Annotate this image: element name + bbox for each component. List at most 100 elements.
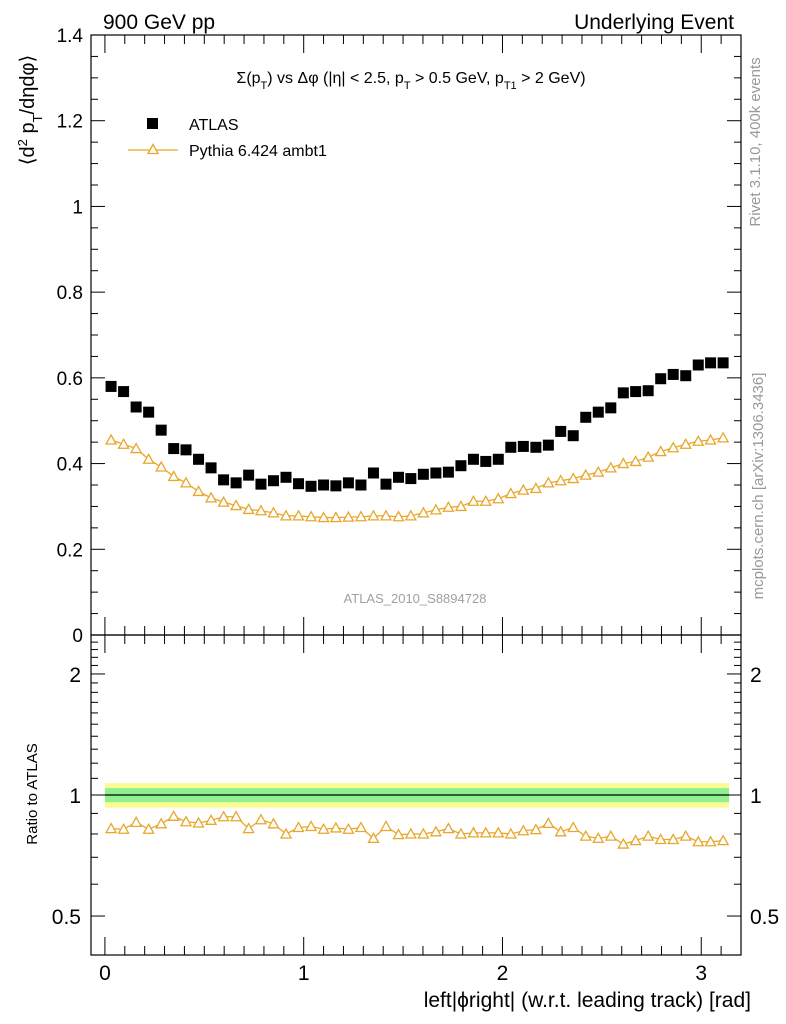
ratio-pythia-point [442, 822, 455, 834]
pythia-point [104, 433, 118, 445]
ratio-pythia-point [104, 822, 118, 834]
pythia-point [629, 455, 642, 467]
atlas-point [380, 478, 392, 490]
atlas-point [705, 357, 717, 369]
pythia-point [704, 433, 717, 445]
pythia-point [254, 504, 268, 516]
pythia-point [567, 472, 580, 484]
ratio-pythia-point [617, 837, 630, 849]
pythia-point [654, 445, 667, 457]
ratio-pythia-point [342, 822, 355, 834]
ratio-pythia-point [479, 826, 492, 838]
ratio-pythia-point [192, 816, 205, 828]
y-tick-label: 0.4 [57, 455, 84, 476]
atlas-point [230, 477, 242, 489]
atlas-point [255, 478, 267, 490]
ratio-pythia-point [529, 823, 542, 835]
atlas-point [417, 468, 429, 480]
pythia-point [429, 503, 442, 515]
atlas-point [592, 406, 604, 418]
ratio-pythia-point [404, 827, 417, 839]
ratio-pythia-point [692, 835, 705, 847]
atlas-point [492, 453, 504, 465]
atlas-point [467, 453, 479, 465]
ratio-pythia-point [717, 834, 730, 846]
pythia-point [642, 450, 655, 462]
atlas-point [118, 386, 130, 398]
ratio-pythia-point [467, 826, 480, 838]
atlas-point [393, 471, 405, 483]
pythia-point [392, 510, 405, 522]
legend-atlas-label: ATLAS [189, 117, 239, 134]
atlas-point [318, 479, 330, 491]
pythia-point [217, 495, 230, 507]
ratio-y-tick-label-right: 1 [750, 785, 762, 808]
pythia-point [617, 457, 630, 469]
pythia-point [492, 492, 505, 504]
atlas-point [617, 387, 629, 399]
pythia-point [404, 509, 417, 521]
ratio-pythia-point [517, 824, 530, 836]
atlas-point [530, 441, 542, 453]
atlas-point [367, 467, 379, 479]
atlas-point [567, 430, 579, 442]
ratio-pythia-point [642, 829, 655, 841]
ratio-pythia-point [504, 827, 517, 839]
pythia-point [454, 500, 468, 512]
ratio-pythia-point [179, 815, 193, 827]
y-tick-label: 0.8 [57, 283, 83, 304]
pythia-point [667, 441, 680, 453]
ratio-pythia-point [454, 827, 468, 839]
main-y-label: ⟨d2 pT/dηdφ⟩ [15, 55, 45, 166]
pythia-point [342, 510, 355, 522]
pythia-point [517, 483, 530, 495]
ratio-pythia-point [579, 829, 592, 841]
source-label: mcplots.cern.ch [arXiv:1306.3436] [750, 373, 767, 600]
legend-pythia-label: Pythia 6.424 ambt1 [189, 143, 327, 160]
pythia-point [304, 510, 318, 522]
x-tick-label: 3 [695, 962, 707, 985]
pythia-point [354, 510, 368, 522]
atlas-point [505, 441, 517, 453]
ratio-pythia-point [392, 828, 405, 840]
y-tick-label: 1.4 [57, 26, 84, 47]
main-axis-ticks [91, 34, 741, 636]
ratio-pythia-series [104, 809, 730, 849]
pythia-point [267, 506, 280, 518]
pythia-series [104, 431, 730, 523]
x-axis-label: left|ϕright| (w.r.t. leading track) [rad… [424, 989, 751, 1012]
pythia-point [504, 487, 517, 499]
pythia-point [230, 499, 243, 511]
atlas-point [193, 453, 205, 465]
ratio-pythia-point [704, 835, 717, 847]
pythia-point [579, 468, 592, 480]
ratio-pythia-line [111, 815, 724, 845]
pythia-point [192, 485, 205, 497]
rivet-label: Rivet 3.1.10, 400k events [747, 57, 764, 226]
atlas-point [293, 478, 305, 490]
main-panel: 0 0.2 0.4 0.6 0.8 1 1.2 1.4 ATLAS_2010_S8894728… [15, 26, 742, 647]
atlas-point [542, 439, 554, 451]
atlas-point [605, 402, 617, 414]
pythia-point [367, 509, 380, 521]
pythia-point [604, 461, 617, 473]
atlas-point [405, 473, 417, 485]
ratio-pythia-point [379, 820, 393, 832]
ratio-frame [90, 634, 742, 956]
atlas-point [155, 424, 167, 436]
atlas-series [105, 357, 729, 492]
pythia-point [292, 509, 305, 521]
ratio-y-tick-label-left: 0.5 [52, 906, 81, 929]
pythia-point [317, 511, 330, 523]
pythia-point [529, 482, 542, 494]
y-tick-label: 1 [72, 197, 83, 218]
ratio-y-tick-label-right: 2 [750, 664, 762, 687]
atlas-point [330, 480, 342, 492]
ratio-pythia-point [367, 832, 380, 844]
ratio-pythia-point [304, 820, 318, 832]
pythia-point [442, 500, 455, 512]
pythia-point [142, 452, 155, 464]
ratio-pythia-point [204, 813, 218, 825]
ratio-pythia-point [217, 810, 230, 822]
ratio-y-tick-label-left: 2 [69, 664, 81, 687]
